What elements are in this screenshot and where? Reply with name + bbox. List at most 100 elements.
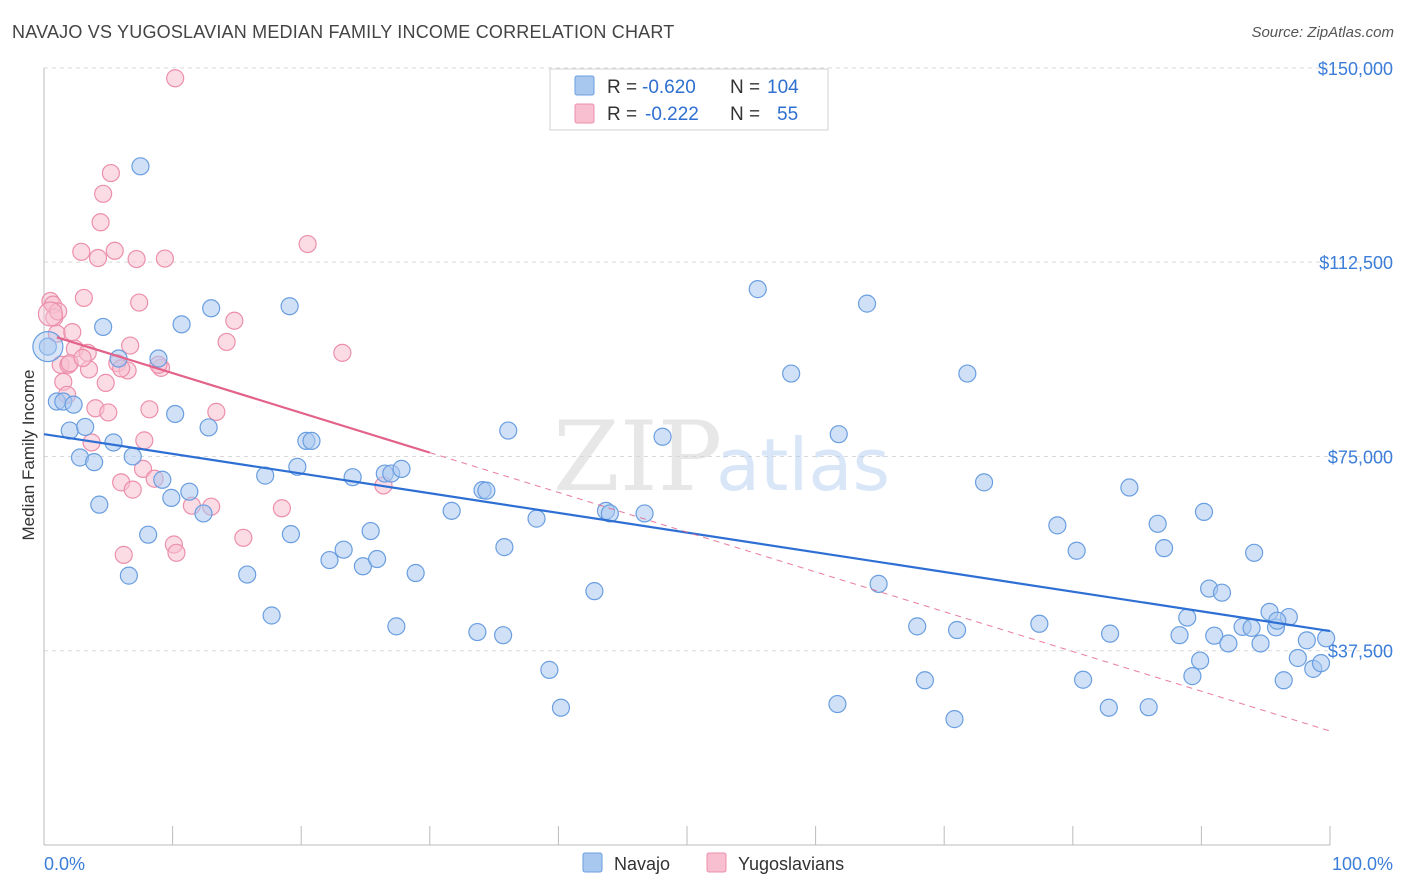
navajo-point xyxy=(828,694,847,714)
navajo-point xyxy=(361,521,380,541)
yugo-point xyxy=(155,249,174,268)
legend: R = -0.620 N = 104 R = -0.222 N = 55 xyxy=(549,68,829,131)
navajo-point xyxy=(1183,667,1202,686)
navajo-point xyxy=(94,317,113,337)
yugo-point xyxy=(73,348,92,368)
tick-labels: $37,500 $75,000 $112,500 $150,000 0.0% 100.0% xyxy=(44,59,1393,874)
navajo-point xyxy=(1274,671,1293,690)
navajo-point xyxy=(540,660,559,679)
navajo-point xyxy=(367,549,387,569)
legend-n-value: 104 xyxy=(767,77,799,98)
legend-swatch-yugoslavians xyxy=(574,103,595,124)
navajo-point xyxy=(1251,634,1270,653)
legend-n-label: N = xyxy=(730,77,760,98)
y-tick-label: $150,000 xyxy=(1318,59,1393,79)
yugo-point xyxy=(99,403,118,422)
yugoslavians-trend-extension xyxy=(429,452,1331,732)
yugo-point xyxy=(105,241,124,260)
legend-n-label: N = xyxy=(730,104,760,125)
legend-swatch-navajo xyxy=(574,75,595,96)
navajo-point xyxy=(320,550,339,570)
navajo-point xyxy=(262,606,281,625)
navajo-point xyxy=(406,563,425,583)
navajo-point xyxy=(238,565,257,584)
navajo-point xyxy=(64,395,83,414)
navajo-point xyxy=(1268,611,1287,630)
navajo-point xyxy=(551,698,571,717)
chart-title: NAVAJO VS YUGOSLAVIAN MEDIAN FAMILY INCO… xyxy=(12,22,675,42)
navajo-point xyxy=(281,525,301,544)
navajo-point xyxy=(958,364,977,383)
navajo-point xyxy=(1048,516,1067,535)
y-tick-label: $112,500 xyxy=(1319,253,1393,273)
navajo-point xyxy=(1317,629,1336,648)
navajo-point xyxy=(1311,654,1331,673)
yugo-point xyxy=(140,400,159,419)
navajo-point xyxy=(1099,698,1118,717)
navajo-point xyxy=(172,315,191,334)
bottom-legend-label-yugoslavians: Yugoslavians xyxy=(738,854,844,874)
navajo-point xyxy=(1073,670,1093,689)
yugo-point xyxy=(298,234,317,254)
yugoslavians-trend-line xyxy=(56,336,431,454)
navajo-point xyxy=(1148,514,1167,533)
navajo-point xyxy=(1219,634,1238,653)
navajo-point xyxy=(387,617,406,636)
navajo-point xyxy=(499,421,518,440)
bottom-legend-swatch-yugoslavians xyxy=(706,852,727,873)
navajo-point xyxy=(442,501,461,520)
navajo-point xyxy=(180,482,199,501)
navajo-point xyxy=(527,509,546,528)
source-credit: Source: ZipAtlas.com xyxy=(1251,24,1394,41)
trend-lines xyxy=(43,336,1331,732)
navajo-point xyxy=(202,299,221,318)
navajo-point xyxy=(85,453,104,472)
gridlines xyxy=(43,67,1390,845)
yugo-point xyxy=(72,242,91,261)
navajo-point xyxy=(494,626,513,645)
navajo-point xyxy=(149,349,168,368)
yugo-point xyxy=(123,480,142,499)
navajo-point xyxy=(1030,614,1049,633)
yugo-point-cluster xyxy=(37,301,64,327)
navajo-point xyxy=(857,294,877,313)
bottom-legend: Navajo Yugoslavians xyxy=(582,852,844,874)
navajo-point xyxy=(1170,626,1189,645)
yugo-point xyxy=(135,431,154,450)
navajo-point xyxy=(947,620,967,640)
navajo-point xyxy=(653,427,672,446)
x-tick-label: 0.0% xyxy=(44,854,85,874)
y-axis-label: Median Family Income xyxy=(19,369,38,540)
navajo-point xyxy=(1288,648,1307,668)
navajo-point xyxy=(76,417,95,437)
legend-r-label: R = xyxy=(607,104,637,125)
yugo-point xyxy=(167,543,186,562)
navajo-point xyxy=(280,297,299,316)
navajo-point xyxy=(908,617,927,636)
legend-r-value: -0.620 xyxy=(642,77,696,98)
navajo-point xyxy=(199,418,218,437)
yugo-point xyxy=(130,293,149,312)
legend-row-navajo: R = -0.620 N = 104 xyxy=(574,75,799,98)
navajo-point xyxy=(1178,608,1197,627)
navajo-point xyxy=(1155,539,1174,558)
bottom-legend-label-navajo: Navajo xyxy=(614,854,670,874)
navajo-point xyxy=(1139,698,1158,717)
navajo-point xyxy=(392,459,411,478)
axes xyxy=(43,68,1330,846)
yugo-point xyxy=(96,373,115,392)
legend-r-label: R = xyxy=(607,77,637,98)
navajo-point xyxy=(1194,502,1214,521)
navajo-point xyxy=(194,504,213,523)
yugo-point xyxy=(225,311,244,330)
navajo-point xyxy=(1242,618,1261,638)
navajo-point xyxy=(166,404,185,424)
navajo-point xyxy=(495,538,514,557)
navajo-point xyxy=(1245,543,1264,562)
navajo-point xyxy=(748,280,767,299)
navajo-point xyxy=(974,473,994,492)
navajo-point xyxy=(162,488,181,507)
yugo-point xyxy=(88,248,108,268)
navajo-point xyxy=(1212,583,1232,602)
y-tick-label: $37,500 xyxy=(1328,642,1393,662)
